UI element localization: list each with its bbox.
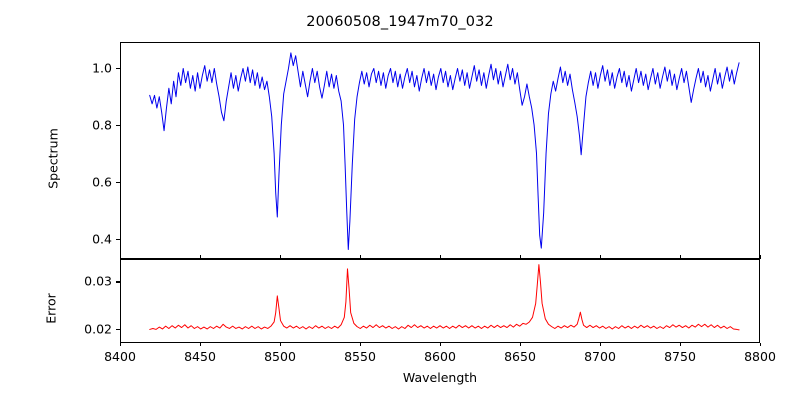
- error-y-tick-label: 0.03: [84, 273, 112, 289]
- spectrum-y-tick-mark: [116, 124, 120, 126]
- spectrum-y-tick-mark: [116, 181, 120, 183]
- error-y-tick-label: 0.02: [84, 321, 112, 337]
- spectrum-x-tick-mark: [760, 255, 762, 259]
- spectrum-y-tick-mark: [116, 67, 120, 69]
- spectrum-y-tick-label: 1.0: [92, 60, 112, 76]
- x-tick-label: 8700: [584, 348, 616, 364]
- x-tick-label: 8750: [664, 348, 696, 364]
- x-tick-mark: [520, 342, 522, 347]
- x-tick-label: 8600: [424, 348, 456, 364]
- x-tick-mark: [680, 342, 682, 347]
- figure-title: 20060508_1947m70_032: [306, 14, 494, 30]
- x-tick-mark: [360, 342, 362, 347]
- spectrum-x-tick-mark: [440, 255, 442, 259]
- spectrum-x-tick-mark: [120, 255, 122, 259]
- x-tick-label: 8550: [344, 348, 376, 364]
- spectrum-y-tick-label: 0.6: [92, 174, 112, 190]
- spectrum-x-tick-mark: [280, 255, 282, 259]
- x-tick-mark: [760, 342, 762, 347]
- error-line-series: [149, 263, 740, 330]
- x-tick-label: 8450: [184, 348, 216, 364]
- x-tick-label: 8400: [104, 348, 136, 364]
- spectrum-x-tick-mark: [680, 255, 682, 259]
- x-tick-mark: [440, 342, 442, 347]
- x-tick-label: 8800: [744, 348, 776, 364]
- spectrum-x-tick-mark: [600, 255, 602, 259]
- spectrum-x-tick-mark: [360, 255, 362, 259]
- spectrum-y-tick-mark: [116, 239, 120, 241]
- x-tick-label: 8500: [264, 348, 296, 364]
- x-tick-mark: [200, 342, 202, 347]
- x-axis-label: Wavelength: [402, 370, 478, 385]
- x-tick-mark: [600, 342, 602, 347]
- error-y-tick-mark: [116, 329, 120, 331]
- spectrum-line-series: [149, 52, 740, 251]
- spectrum-plot-area: [120, 42, 760, 259]
- error-y-axis-label: Error: [43, 292, 59, 324]
- error-trace: [149, 263, 740, 330]
- spectrum-x-tick-mark: [200, 255, 202, 259]
- x-tick-mark: [280, 342, 282, 347]
- spectrum-x-tick-mark: [520, 255, 522, 259]
- error-plot-area: [120, 258, 760, 343]
- spectrum-y-tick-label: 0.4: [92, 231, 112, 247]
- spectrum-y-axis-label: Spectrum: [45, 127, 61, 189]
- error-y-tick-mark: [116, 281, 120, 283]
- spectrum-trace: [149, 52, 740, 251]
- x-tick-label: 8650: [504, 348, 536, 364]
- x-tick-mark: [120, 342, 122, 347]
- spectrum-y-tick-label: 0.8: [92, 117, 112, 133]
